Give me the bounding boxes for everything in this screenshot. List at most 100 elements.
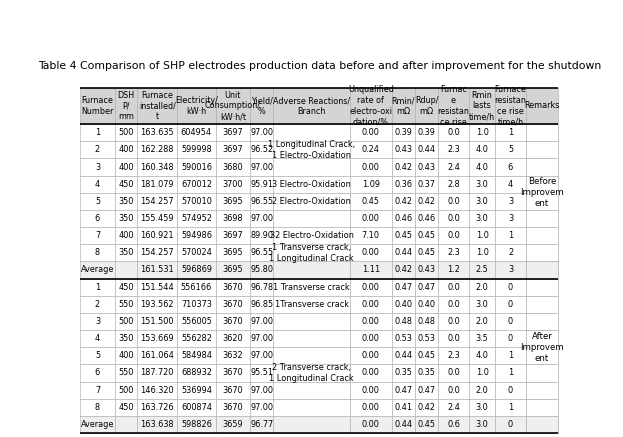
- Bar: [469, 296, 495, 313]
- Bar: [177, 416, 216, 433]
- Bar: [216, 330, 250, 347]
- Text: 0.42: 0.42: [394, 197, 412, 206]
- Text: 8: 8: [95, 248, 100, 257]
- Bar: [350, 261, 392, 278]
- Text: 0.40: 0.40: [394, 300, 412, 309]
- Bar: [392, 159, 415, 176]
- Bar: [137, 416, 177, 433]
- Bar: [438, 244, 469, 261]
- Bar: [526, 176, 558, 193]
- Bar: [415, 176, 438, 193]
- Bar: [80, 261, 115, 278]
- Text: Rmin
lasts
time/h: Rmin lasts time/h: [469, 91, 495, 121]
- Text: 0.43: 0.43: [417, 266, 435, 274]
- Bar: [350, 159, 392, 176]
- Bar: [526, 330, 558, 364]
- Bar: [469, 193, 495, 210]
- Text: 0.44: 0.44: [394, 420, 412, 429]
- Bar: [80, 227, 115, 244]
- Text: 600874: 600874: [181, 403, 212, 412]
- Text: 400: 400: [118, 163, 134, 171]
- Bar: [415, 227, 438, 244]
- Bar: [392, 382, 415, 399]
- Text: 97.00: 97.00: [250, 163, 273, 171]
- Bar: [526, 124, 558, 141]
- Bar: [273, 296, 350, 313]
- Text: Electricity/
kW·h: Electricity/ kW·h: [175, 96, 218, 116]
- Bar: [415, 347, 438, 364]
- Bar: [392, 330, 415, 347]
- Text: 3.0: 3.0: [475, 197, 488, 206]
- Text: 1.09: 1.09: [362, 180, 380, 189]
- Bar: [250, 227, 273, 244]
- Text: 5: 5: [95, 351, 100, 360]
- Text: 3632: 3632: [222, 351, 243, 360]
- Bar: [526, 347, 558, 364]
- Text: 3659: 3659: [222, 420, 243, 429]
- Bar: [115, 416, 137, 433]
- Bar: [438, 296, 469, 313]
- Text: 400: 400: [118, 231, 134, 240]
- Text: Remarks: Remarks: [525, 101, 559, 111]
- Bar: [273, 261, 350, 278]
- Text: 154.257: 154.257: [140, 197, 174, 206]
- Bar: [350, 244, 392, 261]
- Bar: [526, 88, 558, 124]
- Text: 151.500: 151.500: [140, 317, 174, 326]
- Text: 0.00: 0.00: [362, 334, 379, 343]
- Text: 3 Electro-Oxidation: 3 Electro-Oxidation: [272, 180, 351, 189]
- Bar: [115, 399, 137, 416]
- Text: 0.46: 0.46: [394, 214, 412, 223]
- Bar: [350, 364, 392, 382]
- Text: 1.2: 1.2: [447, 266, 460, 274]
- Text: 153.669: 153.669: [140, 334, 174, 343]
- Bar: [137, 227, 177, 244]
- Bar: [350, 347, 392, 364]
- Text: 0.00: 0.00: [362, 420, 379, 429]
- Bar: [526, 176, 558, 210]
- Text: 604954: 604954: [181, 128, 212, 137]
- Text: 1: 1: [95, 128, 100, 137]
- Bar: [526, 261, 558, 278]
- Bar: [273, 88, 350, 124]
- Bar: [495, 88, 526, 124]
- Text: 8: 8: [95, 403, 100, 412]
- Bar: [115, 159, 137, 176]
- Text: 3670: 3670: [222, 317, 243, 326]
- Text: 0.42: 0.42: [394, 163, 412, 171]
- Text: 163.638: 163.638: [140, 420, 174, 429]
- Bar: [495, 124, 526, 141]
- Bar: [415, 124, 438, 141]
- Bar: [273, 227, 350, 244]
- Text: 1 Transverse crack,
1 Longitudinal Crack: 1 Transverse crack, 1 Longitudinal Crack: [269, 243, 354, 263]
- Text: 500: 500: [118, 128, 133, 137]
- Bar: [469, 88, 495, 124]
- Text: 3.0: 3.0: [475, 180, 488, 189]
- Bar: [415, 416, 438, 433]
- Text: 0.35: 0.35: [417, 368, 435, 378]
- Bar: [350, 330, 392, 347]
- Text: Average: Average: [81, 266, 114, 274]
- Bar: [438, 416, 469, 433]
- Bar: [137, 382, 177, 399]
- Bar: [216, 244, 250, 261]
- Text: 0.44: 0.44: [394, 248, 412, 257]
- Text: 450: 450: [118, 283, 134, 291]
- Text: 89.90: 89.90: [250, 231, 273, 240]
- Text: Rmin/
mΩ: Rmin/ mΩ: [391, 96, 415, 116]
- Bar: [216, 210, 250, 227]
- Bar: [177, 261, 216, 278]
- Bar: [137, 141, 177, 159]
- Bar: [177, 364, 216, 382]
- Bar: [80, 88, 115, 124]
- Text: Furnac
e
resistan
ce rise: Furnac e resistan ce rise: [437, 85, 470, 127]
- Bar: [177, 347, 216, 364]
- Bar: [177, 382, 216, 399]
- Bar: [438, 347, 469, 364]
- Text: 163.635: 163.635: [140, 128, 174, 137]
- Bar: [469, 364, 495, 382]
- Bar: [273, 176, 350, 193]
- Text: 5: 5: [95, 197, 100, 206]
- Bar: [415, 261, 438, 278]
- Text: 160.348: 160.348: [140, 163, 174, 171]
